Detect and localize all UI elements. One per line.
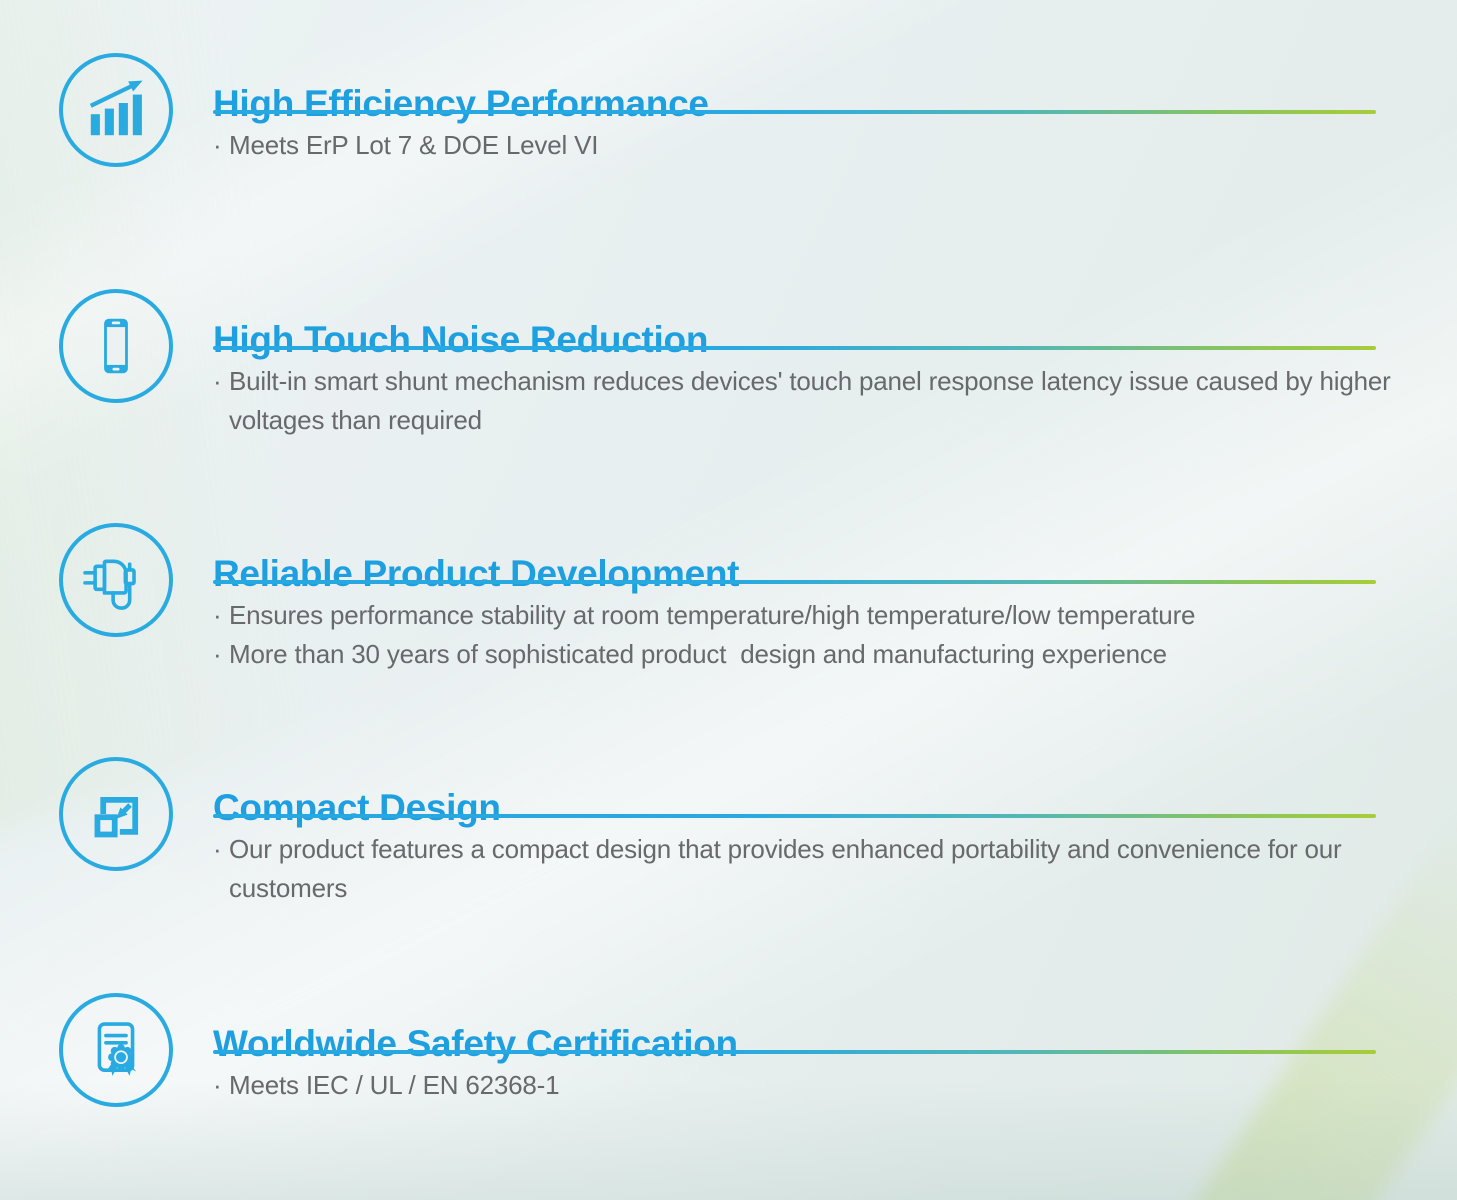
title-underline xyxy=(213,814,1376,818)
power-adapter-icon xyxy=(83,559,136,610)
feature-icon-circle xyxy=(59,523,173,637)
feature-icon-circle xyxy=(59,289,173,403)
bullet-text: Built-in smart shunt mechanism reduces d… xyxy=(229,366,1398,435)
feature-worldwide-safety-certification: Worldwide Safety Certification · Meets I… xyxy=(0,988,1457,1200)
bullet-dot: · xyxy=(213,600,222,630)
feature-icon-circle xyxy=(59,53,173,167)
bullet-text: Meets ErP Lot 7 & DOE Level VI xyxy=(229,130,599,160)
bullet-item: · Built-in smart shunt mechanism reduces… xyxy=(213,362,1401,440)
feature-bullets: · Ensures performance stability at room … xyxy=(213,596,1401,674)
bullet-dot: · xyxy=(213,366,222,396)
feature-bullets: · Our product features a compact design … xyxy=(213,830,1401,908)
feature-bullets: · Built-in smart shunt mechanism reduces… xyxy=(213,362,1401,440)
title-underline xyxy=(213,1050,1376,1054)
feature-compact-design: Compact Design · Our product features a … xyxy=(0,752,1457,982)
feature-title: Worldwide Safety Certification xyxy=(213,1022,738,1064)
bar-chart-growth-icon xyxy=(89,80,143,136)
feature-title: Compact Design xyxy=(213,786,501,828)
bullet-dot: · xyxy=(213,1070,222,1100)
feature-icon-circle xyxy=(59,993,173,1107)
bullet-dot: · xyxy=(213,639,222,669)
compact-resize-icon xyxy=(94,797,139,838)
bullet-text: Meets IEC / UL / EN 62368-1 xyxy=(229,1070,560,1100)
bullet-text: More than 30 years of sophisticated prod… xyxy=(229,639,1167,669)
feature-icon-circle xyxy=(59,757,173,871)
bullet-item: · Meets ErP Lot 7 & DOE Level VI xyxy=(213,126,1401,165)
bullet-dot: · xyxy=(213,834,222,864)
feature-reliable-product-development: Reliable Product Development · Ensures p… xyxy=(0,518,1457,748)
bullet-item: · More than 30 years of sophisticated pr… xyxy=(213,635,1401,674)
bullet-dot: · xyxy=(213,130,222,160)
bullet-text: Ensures performance stability at room te… xyxy=(229,600,1196,630)
bullet-item: · Our product features a compact design … xyxy=(213,830,1401,908)
bullet-item: · Meets IEC / UL / EN 62368-1 xyxy=(213,1066,1401,1105)
feature-high-efficiency-performance: High Efficiency Performance · Meets ErP … xyxy=(0,48,1457,278)
feature-bullets: · Meets IEC / UL / EN 62368-1 xyxy=(213,1066,1401,1105)
feature-title: High Touch Noise Reduction xyxy=(213,318,709,360)
title-underline xyxy=(213,580,1376,584)
feature-bullets: · Meets ErP Lot 7 & DOE Level VI xyxy=(213,126,1401,165)
feature-title: High Efficiency Performance xyxy=(213,82,709,124)
certificate-icon xyxy=(97,1022,137,1076)
bullet-item: · Ensures performance stability at room … xyxy=(213,596,1401,635)
title-underline xyxy=(213,110,1376,114)
bullet-text: Our product features a compact design th… xyxy=(229,834,1349,903)
title-underline xyxy=(213,346,1376,350)
feature-title: Reliable Product Development xyxy=(213,552,740,594)
smartphone-icon xyxy=(104,318,128,374)
feature-high-touch-noise-reduction: High Touch Noise Reduction · Built-in sm… xyxy=(0,284,1457,514)
